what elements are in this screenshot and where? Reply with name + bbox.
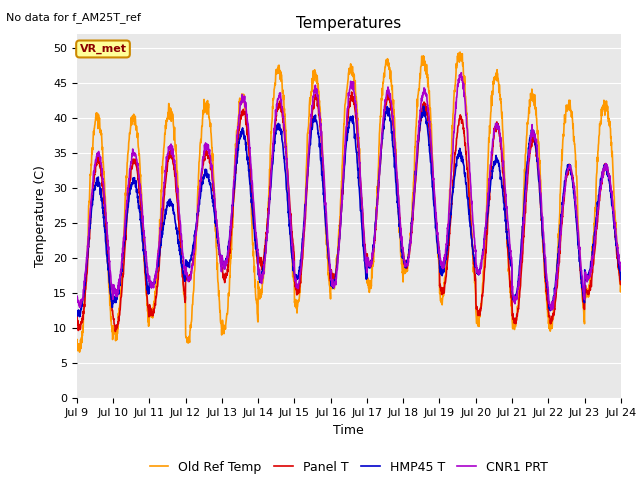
Old Ref Temp [73,342,81,348]
Line: HMP45 T: HMP45 T [77,106,621,317]
Old Ref Temp [225,293,232,299]
CNR1 PRT [458,70,465,75]
Old Ref Temp [456,49,464,55]
X-axis label: Time: Time [333,424,364,437]
Y-axis label: Temperature (C): Temperature (C) [35,165,47,267]
CNR1 PRT [507,252,515,258]
HMP45 T [376,157,384,163]
Line: Panel T: Panel T [77,92,621,332]
HMP45 T [570,184,577,190]
CNR1 PRT [376,155,384,161]
Old Ref Temp [617,284,625,290]
Panel T [225,259,232,265]
CNR1 PRT [73,293,81,299]
Panel T [348,89,356,95]
Panel T [111,329,119,335]
Line: Old Ref Temp: Old Ref Temp [77,52,621,352]
HMP45 T [508,262,515,268]
Panel T [584,289,592,295]
HMP45 T [76,314,83,320]
Old Ref Temp [508,303,515,309]
HMP45 T [420,103,428,109]
Line: CNR1 PRT: CNR1 PRT [77,72,621,310]
CNR1 PRT [225,249,232,255]
HMP45 T [584,271,592,277]
Old Ref Temp [570,121,577,127]
Panel T [377,154,385,159]
Text: VR_met: VR_met [79,44,127,54]
Old Ref Temp [76,349,83,355]
CNR1 PRT [548,307,556,313]
CNR1 PRT [365,255,372,261]
HMP45 T [73,309,81,315]
CNR1 PRT [617,267,625,273]
Title: Temperatures: Temperatures [296,16,401,31]
Old Ref Temp [376,113,384,119]
HMP45 T [225,239,232,245]
Panel T [617,281,625,287]
CNR1 PRT [584,276,592,282]
Old Ref Temp [584,286,592,292]
CNR1 PRT [570,178,577,184]
Panel T [73,316,81,322]
Text: No data for f_AM25T_ref: No data for f_AM25T_ref [6,12,141,23]
Panel T [570,183,577,189]
Panel T [508,293,515,299]
HMP45 T [617,276,625,282]
Old Ref Temp [365,286,372,291]
Panel T [365,260,372,266]
Legend: Old Ref Temp, Panel T, HMP45 T, CNR1 PRT: Old Ref Temp, Panel T, HMP45 T, CNR1 PRT [145,456,553,479]
HMP45 T [365,263,372,269]
